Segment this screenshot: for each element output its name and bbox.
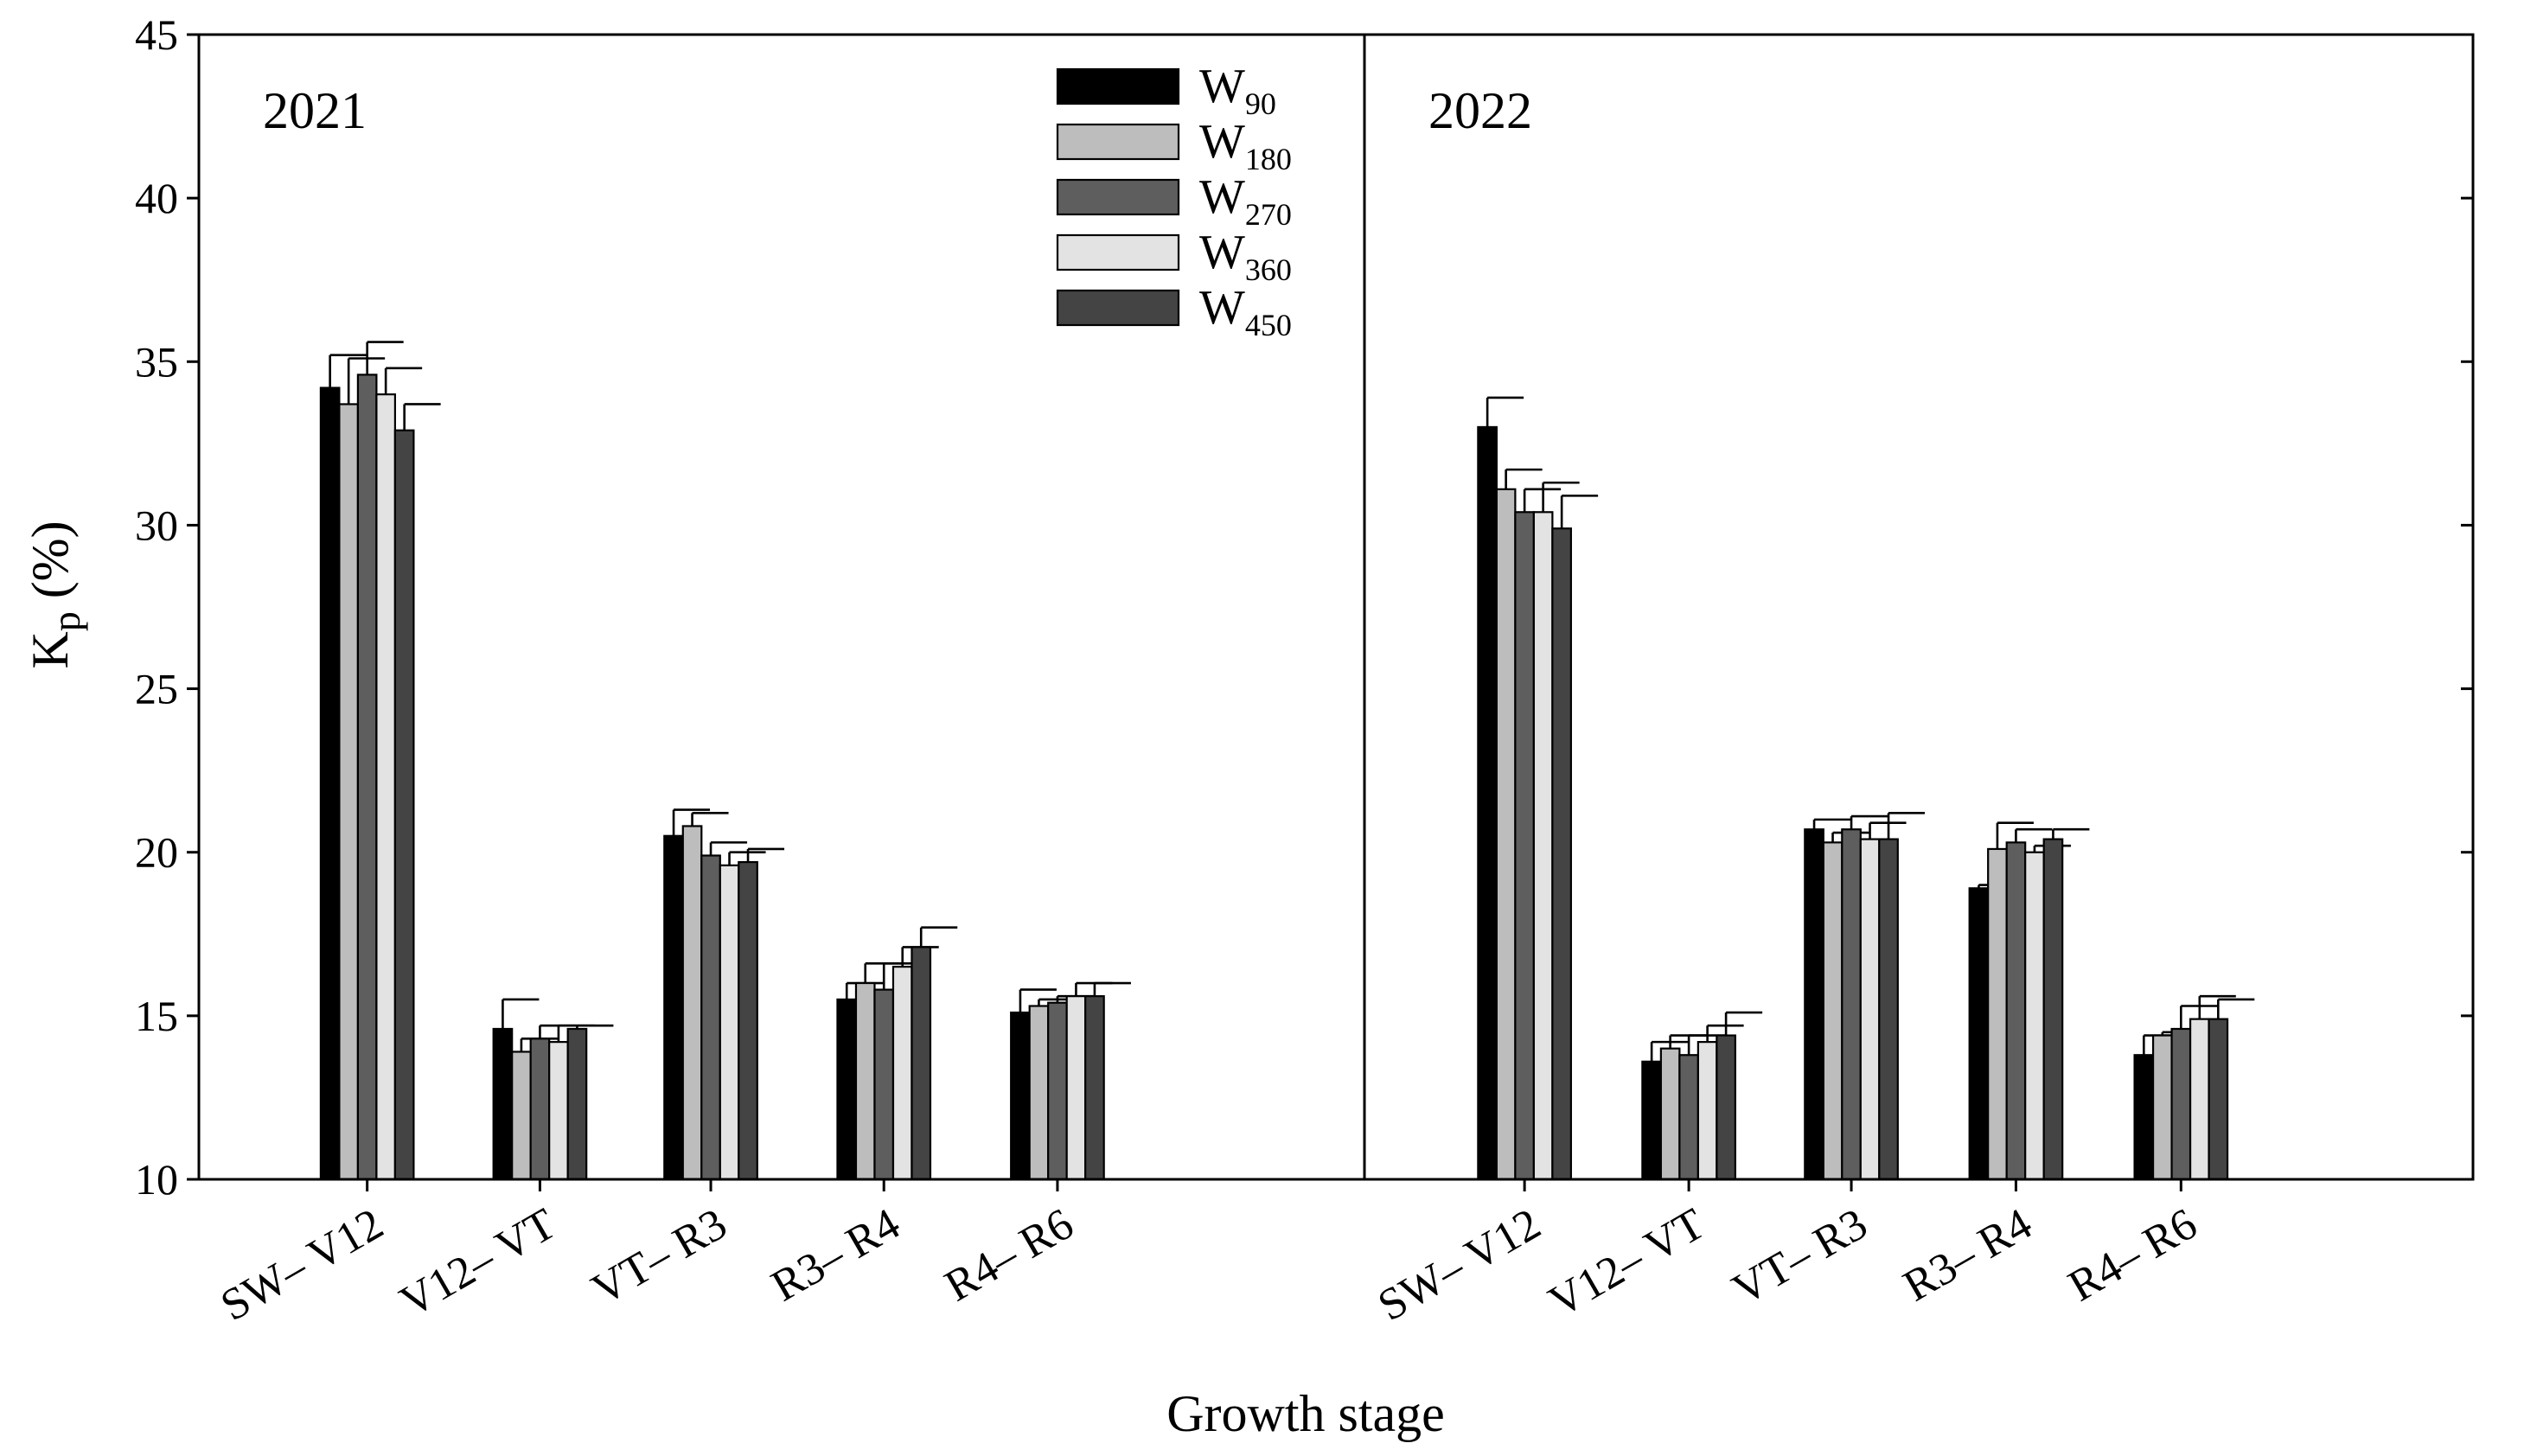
x-tick-label: R3– R4 [1895, 1199, 2040, 1312]
bar-W360-4 [2024, 851, 2045, 1181]
bar-W270-3 [1841, 828, 1862, 1181]
panel-title: 2022 [1428, 82, 1532, 139]
legend-swatch [1056, 123, 1180, 161]
bar-W450-2 [1716, 1034, 1736, 1181]
legend-item: W90 [1056, 60, 1276, 121]
bar-W450-1 [393, 429, 415, 1181]
x-tick-label: SW– V12 [213, 1199, 392, 1331]
bar-W180-1 [338, 403, 360, 1181]
y-axis: 10 15 20 25 30 35 40 45 [135, 10, 199, 1204]
legend-item: W180 [1056, 115, 1292, 176]
x-tick-label: SW– V12 [1371, 1199, 1550, 1331]
x-tick-label: R3– R4 [764, 1199, 908, 1312]
bar-W180-5 [1028, 1005, 1050, 1181]
panel-frame [1363, 33, 2475, 1181]
y-tick-label: 15 [135, 992, 178, 1040]
bar-W180-2 [511, 1050, 532, 1181]
y-tick-label: 45 [135, 10, 178, 59]
bar-W270-2 [529, 1038, 551, 1181]
bar-W360-1 [1532, 511, 1554, 1181]
bar-W270-1 [356, 374, 378, 1181]
bar-W180-4 [854, 981, 876, 1181]
bar-W360-5 [2189, 1018, 2210, 1181]
bar-W270-5 [2170, 1027, 2192, 1181]
y-tick-label: 20 [135, 828, 178, 877]
panel-title: 2021 [263, 82, 367, 139]
x-axis-title: Growth stage [1166, 1385, 1445, 1442]
bar-W180-2 [1659, 1047, 1681, 1181]
bar-W90-3 [663, 834, 684, 1181]
bar-W360-3 [1859, 838, 1881, 1181]
bar-W360-2 [1697, 1041, 1718, 1181]
x-tick-label: V12– VT [1541, 1199, 1713, 1327]
bar-W450-5 [2208, 1018, 2229, 1181]
bar-W270-5 [1047, 1001, 1068, 1181]
bar-W270-4 [873, 988, 895, 1181]
bar-W180-4 [1987, 847, 2008, 1181]
bar-W180-3 [681, 825, 703, 1181]
x-tick-label: V12– VT [392, 1199, 564, 1327]
x-tick-label: R4– R6 [937, 1199, 1082, 1312]
x-tick-label: R4– R6 [2061, 1199, 2205, 1312]
bar-W90-4 [836, 998, 858, 1181]
legend-label: W270 [1199, 170, 1292, 232]
legend-item: W270 [1056, 170, 1292, 232]
legend-swatch [1056, 233, 1180, 271]
bar-W270-3 [700, 854, 721, 1181]
legend-item: W360 [1056, 226, 1292, 287]
bar-W450-5 [1084, 995, 1105, 1181]
bar-W180-1 [1495, 488, 1517, 1181]
bar-W90-2 [492, 1027, 514, 1181]
bar-W90-1 [319, 386, 341, 1181]
bar-W450-4 [2042, 838, 2064, 1181]
bar-W270-4 [2005, 841, 2027, 1181]
panel-2021: 2021 SW– V12 V12– VT VT– R3 R3– R4 R4– R6 [197, 33, 1366, 1331]
bar-W90-1 [1477, 425, 1498, 1181]
bar-W180-3 [1822, 841, 1843, 1181]
bar-W360-2 [548, 1041, 569, 1181]
bar-W270-2 [1678, 1054, 1699, 1181]
x-tick-label: VT– R3 [584, 1199, 735, 1315]
legend-label: W180 [1199, 115, 1292, 176]
legend-label: W360 [1199, 226, 1292, 287]
y-tick-label: 35 [135, 337, 178, 386]
y-axis-title-sub: p [44, 611, 88, 631]
bar-W90-4 [1968, 887, 1990, 1181]
bar-W90-2 [1641, 1060, 1662, 1181]
bar-W450-3 [1878, 838, 1899, 1181]
bar-W90-3 [1804, 828, 1824, 1181]
bar-W270-1 [1514, 511, 1535, 1181]
y-axis-title: Kp (%) [22, 520, 88, 668]
bar-W450-2 [566, 1027, 588, 1181]
x-tick-label: VT– R3 [1724, 1199, 1875, 1315]
legend-swatch [1056, 289, 1180, 327]
y-tick-label: 10 [135, 1155, 178, 1204]
y-tick-label: 30 [135, 501, 178, 549]
bar-W90-5 [1010, 1011, 1031, 1181]
bar-W180-5 [2151, 1034, 2173, 1181]
y-tick-label: 25 [135, 665, 178, 713]
bar-W450-3 [738, 860, 758, 1181]
legend-label: W450 [1199, 281, 1292, 342]
bar-W360-1 [375, 393, 397, 1181]
bar-W90-5 [2133, 1054, 2155, 1181]
bar-W450-4 [911, 946, 932, 1181]
bar-W360-4 [891, 966, 913, 1181]
legend-swatch [1056, 67, 1180, 105]
legend-item: W450 [1056, 281, 1292, 342]
bar-W450-1 [1551, 527, 1572, 1181]
bar-W360-5 [1065, 995, 1087, 1181]
bar-W360-3 [719, 864, 740, 1181]
y-axis-title-main: K [22, 631, 79, 668]
y-axis-title-suffix: (%) [22, 520, 79, 611]
legend-swatch [1056, 178, 1180, 216]
y-tick-label: 40 [135, 174, 178, 222]
legend-label: W90 [1199, 60, 1276, 121]
